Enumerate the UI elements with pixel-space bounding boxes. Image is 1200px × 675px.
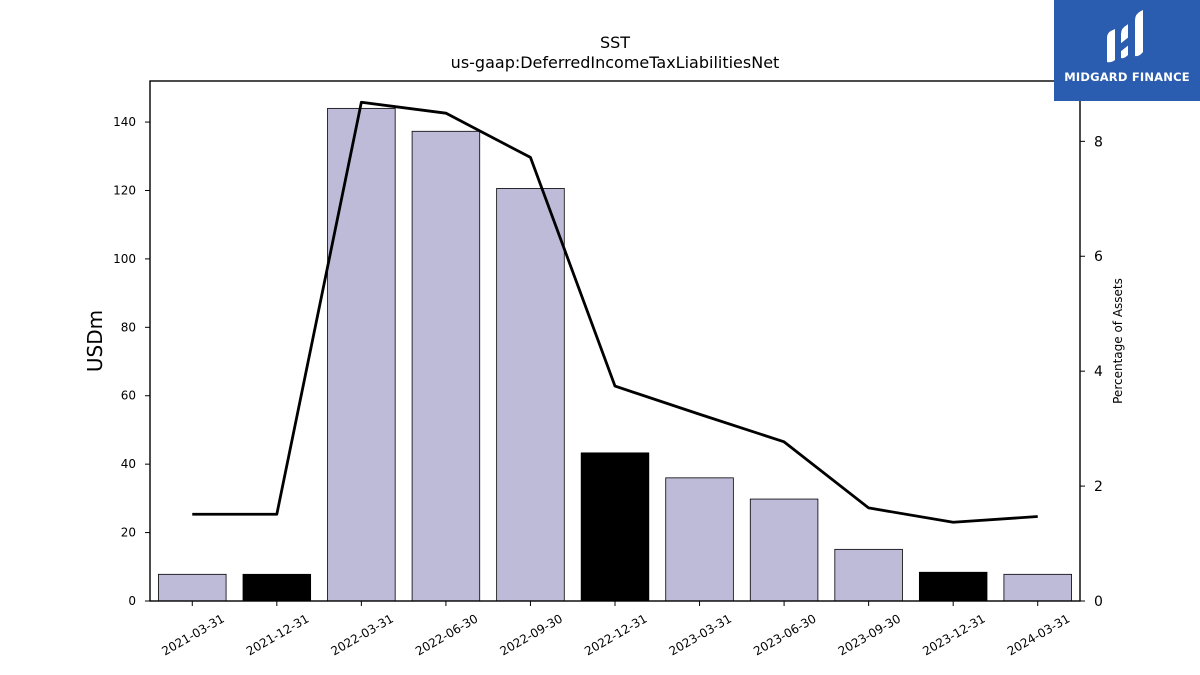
y-tick-label: 20 xyxy=(121,526,136,540)
x-tick-label: 2022-09-30 xyxy=(498,611,565,658)
x-tick-label: 2023-06-30 xyxy=(751,611,818,658)
x-tick-label: 2021-03-31 xyxy=(159,611,226,658)
x-tick-label: 2023-09-30 xyxy=(836,611,903,658)
y2-tick-label: 6 xyxy=(1094,249,1103,265)
x-tick-label: 2022-03-31 xyxy=(328,611,395,658)
y2-tick-label: 0 xyxy=(1094,594,1103,610)
y2-axis-label: Percentage of Assets xyxy=(1111,278,1125,404)
y-tick-label: 80 xyxy=(121,320,136,334)
x-tick-label: 2023-12-31 xyxy=(920,611,987,658)
bar xyxy=(411,130,481,602)
y-tick-label: 140 xyxy=(113,115,136,129)
bar xyxy=(158,573,227,602)
chart-title: SST xyxy=(600,33,630,52)
chart-subtitle: us-gaap:DeferredIncomeTaxLiabilitiesNet xyxy=(451,53,780,72)
y2-tick-label: 4 xyxy=(1094,364,1103,380)
x-tick-label: 2021-12-31 xyxy=(244,611,311,658)
bar xyxy=(242,573,312,602)
x-tick-label: 2024-03-31 xyxy=(1005,611,1072,658)
logo: MIDGARD FINANCE xyxy=(1054,0,1200,101)
y-tick-label: 40 xyxy=(121,457,136,471)
bar xyxy=(327,107,396,602)
bar xyxy=(665,477,734,602)
x-tick-label: 2022-12-31 xyxy=(582,611,649,658)
y-tick-label: 120 xyxy=(113,183,136,197)
logo-mark-icon xyxy=(1107,10,1143,63)
bar xyxy=(496,188,565,602)
y-tick-label: 0 xyxy=(128,594,136,608)
bar-series xyxy=(158,107,1072,602)
y-axis-label: USDm xyxy=(83,310,107,372)
y-tick-label: 100 xyxy=(113,252,136,266)
bar xyxy=(1003,573,1072,602)
x-tick-label: 2023-03-31 xyxy=(667,611,734,658)
bar xyxy=(749,498,819,602)
logo-text: MIDGARD FINANCE xyxy=(1064,70,1190,84)
y2-tick-label: 2 xyxy=(1094,479,1103,495)
x-tick-label: 2022-06-30 xyxy=(413,611,480,658)
y-tick-label: 60 xyxy=(121,389,136,403)
bar xyxy=(580,452,650,602)
line-series xyxy=(192,100,1038,524)
bar xyxy=(918,571,988,602)
y2-tick-label: 8 xyxy=(1094,134,1103,150)
bar xyxy=(834,548,903,602)
